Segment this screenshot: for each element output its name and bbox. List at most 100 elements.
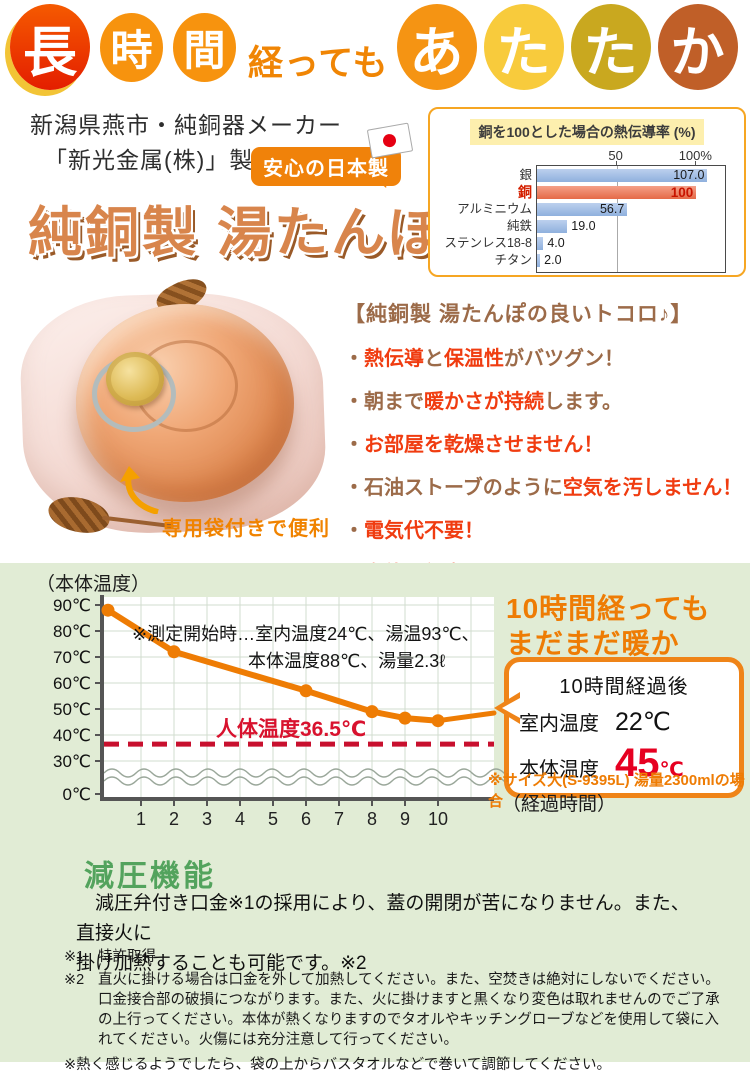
- data-point: [365, 705, 379, 719]
- bar-category-label: チタン: [494, 253, 532, 267]
- benefit-segment: ・: [344, 348, 364, 370]
- japan-flag-icon: [366, 122, 414, 159]
- header-circle: あ: [396, 4, 477, 90]
- pressure-body: 減圧弁付き口金※1の採用により、蓋の開閉が苦になりません。また、直接火に 掛け加…: [76, 893, 690, 974]
- axis-break-wave: [103, 768, 512, 778]
- footnote-mark: ※2: [64, 972, 85, 988]
- unit-temp-value: 45: [615, 741, 660, 785]
- x-axis-title: （経過時間）: [502, 794, 617, 815]
- bar-category-label: 純鉄: [506, 219, 532, 233]
- bar-value-label: 2.0: [544, 253, 562, 267]
- header-circle: か: [657, 4, 738, 90]
- footnote: ※2 直火に掛ける場合は口金を外して加熱してください。また、空焚きは絶対にしないで…: [64, 970, 724, 1050]
- benefit-segment: 電気代不要！: [364, 520, 484, 542]
- benefit-segment: お部屋を乾燥させません！: [364, 434, 604, 456]
- pressure-notes: ※1 特許取得 ※2 直火に掛ける場合は口金を外して加熱してください。また、空焚きは絶…: [64, 947, 724, 1075]
- bar: [537, 203, 628, 216]
- after-10h-callout: 10時間経過後 室内温度 22℃ 本体温度 45 ℃: [494, 657, 744, 798]
- annotation-line1: ※測定開始時…室内温度24℃、湯温93℃、: [132, 624, 480, 644]
- bar-value-label: 4.0: [547, 236, 565, 250]
- pressure-heading: 減圧機能: [84, 860, 216, 893]
- headline-line2: まだまだ暖か: [506, 628, 680, 659]
- body-temp-label: 人体温度36.5℃: [216, 718, 367, 741]
- benefit-line: ・電気代不要！: [344, 514, 748, 543]
- product-title: 純銅製 湯たんぽ: [28, 203, 446, 263]
- footnote: ※1 特許取得: [64, 947, 724, 967]
- x-tick-label: 7: [334, 809, 344, 829]
- x-tick-label: 6: [301, 809, 311, 829]
- footnote-mark: ※1: [64, 949, 85, 965]
- data-point: [431, 714, 445, 728]
- bar-value-label: 100: [670, 185, 694, 200]
- bar: [537, 186, 697, 199]
- y-tick-label: 50℃: [53, 700, 91, 719]
- data-point: [167, 645, 181, 659]
- benefit-segment: 空気を汚しません！: [562, 477, 743, 499]
- benefit-segment: 暖かさが持続: [424, 391, 544, 413]
- benefit-segment: ・: [344, 434, 364, 456]
- bar-category-label: 銀: [519, 168, 532, 182]
- line-chart-svg: 90℃ 80℃ 70℃ 60℃ 50℃ 40℃ 30℃ 0℃ 1 2 3 4 5 6 7 8 9 10: [53, 595, 512, 829]
- benefit-segment: ・朝まで: [344, 391, 424, 413]
- data-point: [101, 603, 115, 617]
- header-banner: 長時間経ってもあたたか: [10, 4, 738, 90]
- bar-category-label: アルミニウム: [457, 202, 532, 216]
- callout-connector: [435, 710, 497, 724]
- header-circle: た: [483, 4, 564, 90]
- x-tick-label: 1: [136, 809, 146, 829]
- benefit-line: ・熱伝導と保温性がバツグン！: [344, 342, 748, 371]
- benefit-line: ・石油ストーブのように空気を汚しません！: [344, 471, 748, 500]
- data-point: [398, 711, 412, 725]
- benefit-segment: と: [424, 348, 444, 370]
- footnote-text: 特許取得: [98, 949, 156, 965]
- header-circle: 時: [100, 12, 163, 82]
- plot-area: [104, 597, 494, 797]
- x-tick-label: 9: [400, 809, 410, 829]
- unit-temp-unit: ℃: [659, 759, 684, 781]
- axis-break-wave: [103, 776, 512, 786]
- header-circle: た: [570, 4, 651, 90]
- axis-tick: [695, 161, 697, 165]
- maker-line1: 新潟県燕市・純銅器メーカー: [30, 112, 342, 138]
- benefit-segment: がバツグン！: [504, 348, 624, 370]
- benefit-line: ・朝まで暖かさが持続します。: [344, 385, 748, 414]
- annotation-line2: 本体温度88℃、湯量2.3ℓ: [248, 651, 446, 671]
- benefit-segment: 保温性: [444, 348, 504, 370]
- conductivity-chart-title: 銅を100とした場合の熱伝導率 (%): [470, 119, 704, 145]
- benefit-segment: 熱伝導: [364, 348, 424, 370]
- x-tick-label: 2: [169, 809, 179, 829]
- bar: [537, 237, 544, 250]
- axis-tick-label: 50: [608, 148, 623, 163]
- header-circle: 間: [173, 12, 236, 82]
- y-tick-label: 30℃: [53, 752, 91, 771]
- y-axis-title: （本体温度）: [36, 574, 151, 595]
- y-tick-label: 80℃: [53, 622, 91, 641]
- measurement-annotation: ※測定開始時…室内温度24℃、湯温93℃、 本体温度88℃、湯量2.3ℓ: [132, 621, 480, 675]
- benefit-segment: します。: [544, 391, 622, 413]
- axis-tick: [615, 161, 617, 165]
- gridline-50: [616, 166, 618, 272]
- bar-value-label: 107.0: [673, 168, 705, 182]
- still-warm-headline: 10時間経っても まだまだ暖か: [506, 591, 710, 661]
- benefit-line: ・お部屋を乾燥させません！: [344, 428, 748, 457]
- bar: [537, 169, 708, 182]
- benefit-segment: ・: [344, 520, 364, 542]
- conductivity-plot: 107.0 100 56.7 19.0 4.0 2.0: [536, 165, 726, 273]
- header-text: 経っても: [248, 43, 389, 83]
- y-tick-label: 40℃: [53, 726, 91, 745]
- benefit-segment: ・石油ストーブのように: [344, 477, 563, 499]
- x-tick-label: 8: [367, 809, 377, 829]
- y-tick-label: 90℃: [53, 596, 91, 615]
- photo-caption: 専用袋付きで便利: [162, 518, 330, 540]
- x-tick-label: 10: [428, 809, 448, 829]
- unit-temp-label: 本体温度: [519, 759, 599, 781]
- bar-category-label: 銅: [518, 184, 532, 200]
- room-temp-label: 室内温度: [519, 713, 599, 735]
- bar-value-label: 19.0: [571, 219, 596, 233]
- bar: [537, 254, 541, 267]
- arrow-icon: [120, 466, 159, 514]
- bar-value-label: 56.7: [599, 202, 625, 216]
- bar: [537, 220, 568, 233]
- y-tick-label: 70℃: [53, 648, 91, 667]
